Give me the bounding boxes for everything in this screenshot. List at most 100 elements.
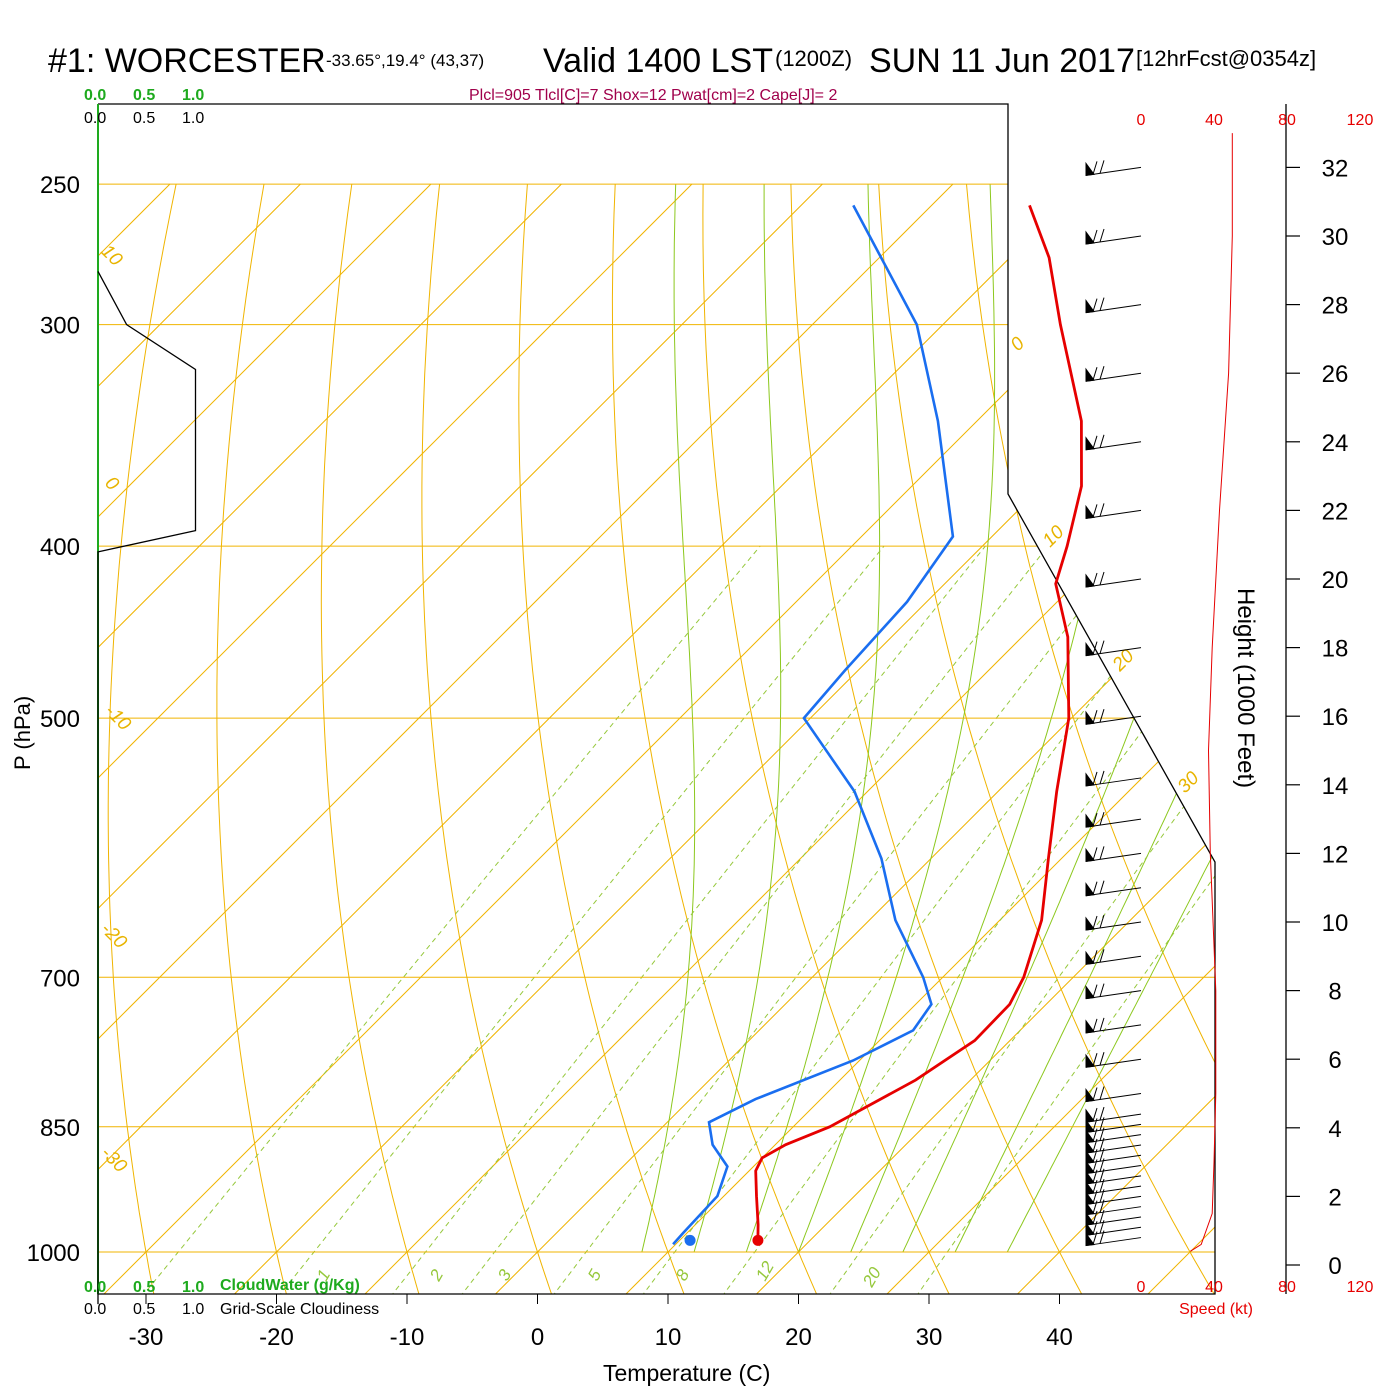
cloudwater-scale-bottom: 0.5 (133, 1279, 155, 1296)
surface-temperature-marker (752, 1234, 764, 1246)
wind-barb-flag (1085, 161, 1095, 176)
temperature-profile (754, 204, 1083, 1241)
wind-barb-feather (1099, 1017, 1105, 1032)
wind-barbs (1085, 160, 1142, 1247)
wind-speed-profile (1190, 133, 1233, 1252)
height-tick-label: 14 (1322, 773, 1349, 800)
height-tick-label: 6 (1328, 1047, 1341, 1074)
mixing-ratio-line (546, 545, 1131, 1294)
wind-barb (1085, 166, 1142, 176)
isotherm-line (98, 183, 301, 1294)
station-title: #1: WORCESTER (48, 42, 326, 80)
speed-scale-top: 80 (1278, 112, 1296, 129)
cloudwater-scale-top: 0.0 (84, 87, 106, 104)
speed-scale-top: 40 (1205, 112, 1223, 129)
wind-barb-flag (1085, 367, 1095, 382)
wind-barb-feather (1099, 297, 1105, 311)
isotherm-line (1137, 183, 1215, 1294)
wind-barb (1085, 1206, 1142, 1216)
temperature-axis-title: Temperature (C) (603, 1360, 770, 1386)
speed-scale-bottom: 120 (1347, 1279, 1374, 1296)
wind-barb-feather (1092, 572, 1098, 587)
plot-frame (97, 103, 1216, 1295)
wind-barb-feather (1099, 811, 1105, 826)
wind-barb-flag (1085, 813, 1095, 828)
height-tick-label: 24 (1322, 430, 1349, 457)
adiabat-label: 10 (96, 241, 126, 271)
temperature-tick-label: 20 (785, 1324, 812, 1351)
wind-barb (1085, 647, 1142, 657)
height-tick-label: 26 (1322, 361, 1349, 388)
height-tick-label: 20 (1322, 567, 1349, 594)
dry-adiabat-line (421, 184, 556, 1294)
wind-barb-flag (1085, 1139, 1095, 1154)
wind-barb (1085, 1226, 1142, 1236)
wind-barb-flag (1085, 1129, 1095, 1144)
dry-adiabat-line (518, 184, 689, 1294)
wind-barb-feather (1092, 641, 1098, 655)
height-tick-label: 4 (1328, 1116, 1341, 1143)
pressure-tick-label: 700 (40, 965, 80, 992)
wind-barb-feather (1092, 881, 1098, 895)
wind-barb-flag (1085, 1221, 1095, 1236)
mixing-ratio-line (910, 545, 1215, 1294)
pressure-tick-label: 1000 (27, 1240, 80, 1267)
wind-barb-flag (1085, 1019, 1095, 1034)
wind-barb-flag (1085, 985, 1095, 1000)
isotherm-line (98, 183, 562, 1294)
moist-adiabat-line (1006, 183, 1215, 1253)
height-tick-label: 30 (1322, 224, 1349, 251)
mixing-ratio-line (272, 545, 885, 1294)
cloudiness-scale-bottom: 0.0 (84, 1301, 106, 1318)
wind-barb-feather (1099, 1052, 1105, 1066)
pressure-axis-title: P (hPa) (10, 696, 35, 770)
dry-adiabat-line (1141, 184, 1215, 1294)
isotherm-line (354, 183, 1215, 1294)
valid-date: SUN 11 Jun 2017 (869, 42, 1135, 80)
wind-barb-feather (1099, 640, 1105, 654)
height-tick-label: 10 (1322, 910, 1349, 937)
temperature-tick-label: 30 (916, 1324, 943, 1351)
speed-scale-bottom: 40 (1205, 1279, 1223, 1296)
wind-barb-flag (1085, 1053, 1095, 1068)
height-tick-label: 28 (1322, 293, 1349, 320)
speed-scale-bottom: 0 (1137, 1279, 1146, 1296)
mixing-label: 20 (859, 1264, 886, 1291)
surface-dewpoint-marker (684, 1234, 696, 1246)
isotherm-label: 0 (1007, 333, 1030, 356)
wind-barb-flag (1085, 847, 1095, 862)
mixing-label: 12 (752, 1258, 778, 1284)
cloudiness-title: Grid-Scale Cloudiness (220, 1301, 379, 1318)
valid-time: Valid 1400 LST (543, 42, 773, 80)
mixing-label: 8 (672, 1266, 693, 1284)
wind-barb-feather (1099, 228, 1105, 243)
cloudiness-scale-top: 0.5 (133, 110, 155, 127)
height-tick-label: 32 (1322, 155, 1349, 182)
wind-barb-feather (1099, 1106, 1105, 1121)
pressure-tick-labels: 250 300 400 500 700 850 1000 (27, 172, 80, 1267)
isotherm-line (98, 183, 823, 1294)
wind-barb-feather (1099, 503, 1105, 517)
wind-barb-feather (1092, 435, 1098, 449)
isotherm-line (98, 183, 693, 1294)
height-tick-label: 8 (1328, 979, 1341, 1006)
dry-adiabat-line (878, 184, 1215, 1294)
wind-barb (1085, 1093, 1142, 1102)
moist-adiabat-line (693, 184, 782, 1253)
wind-barb-flag (1085, 1232, 1095, 1247)
wind-barb-feather (1099, 880, 1105, 894)
isotherm-label: 30 (1174, 767, 1204, 797)
wind-barb (1085, 441, 1142, 451)
cloudiness-profile (97, 271, 197, 1305)
dry-adiabat-line (216, 184, 290, 1294)
mixing-label: 5 (584, 1266, 605, 1284)
wind-barb-feather (1099, 770, 1105, 785)
wind-barb-feather (1092, 915, 1098, 930)
wind-barb-feather (1099, 571, 1105, 586)
speed-scale-top: 0 (1137, 112, 1146, 129)
height-tick-label: 2 (1328, 1184, 1341, 1211)
wind-barb-flag (1085, 573, 1095, 588)
wind-barb-feather (1092, 367, 1098, 381)
wind-barb (1085, 1175, 1142, 1185)
